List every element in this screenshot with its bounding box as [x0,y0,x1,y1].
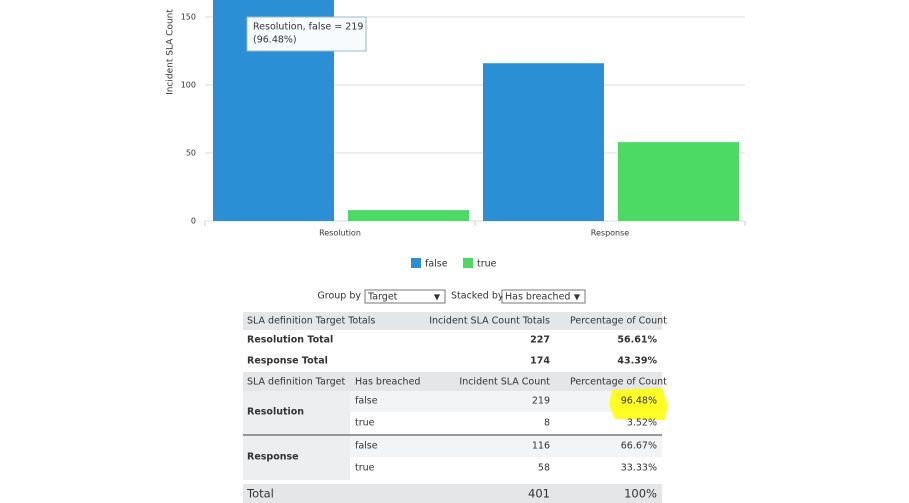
x-tick-label: Resolution [319,229,361,238]
controls: Group by Target ▼ Stacked by Has breache… [317,289,586,304]
header-bg [243,312,662,330]
cell: 33.33% [621,463,657,474]
group-select[interactable] [364,289,446,304]
cell: false [355,396,378,407]
cell: Response Total [247,356,328,367]
y-tick-label: 100 [181,81,196,90]
cell: Response [247,452,299,463]
cell: 401 [528,487,550,501]
cell: Percentage of Count [570,316,667,327]
group-bg [243,436,350,480]
cell: 56.61% [617,335,657,346]
legend-swatch [411,258,421,268]
cell: 58 [538,463,550,474]
cell: Resolution [247,407,304,418]
table: SLA definition Target Totals Incident SLA… [243,312,668,503]
tooltip-box [246,16,367,52]
y-axis-label: Incident SLA Count [166,9,176,95]
total-bg [243,484,662,503]
bar [483,63,604,221]
highlight [609,388,668,420]
cell: true [355,418,375,429]
cell: 227 [530,335,550,346]
cell: 3.52% [627,418,657,429]
bar [348,210,469,221]
cell: true [355,463,375,474]
cell: false [355,441,378,452]
bar [618,142,739,221]
cell: 174 [530,356,550,367]
tooltip-percent: (96.48%) [253,35,297,46]
chart: 050100150200250ResolutionResponsefalsetr… [181,0,745,270]
tooltip: Resolution, false = 219 (96.48%) [246,16,367,52]
legend-label: true [477,259,497,270]
cell: 66.67% [621,441,657,452]
cell: 8 [544,418,550,429]
cell: 43.39% [617,356,657,367]
cell: 219 [532,396,550,407]
tooltip-text: Resolution, false = 219 [253,22,363,33]
row-bg [350,436,662,457]
y-tick-label: 150 [181,13,196,22]
stack-select[interactable] [501,289,586,304]
cell: 96.48% [621,396,657,407]
stack-label: Stacked by [451,291,504,302]
row-bg [350,391,662,412]
dropdown-arrow: ▼ [434,293,441,302]
legend-swatch [463,258,473,268]
group-value: Target [367,292,398,303]
y-tick-label: 50 [186,149,196,158]
header-bg [243,372,662,391]
cell: Total [246,487,274,501]
group-bg [243,391,350,435]
y-tick-label: 0 [191,217,196,226]
x-tick-label: Response [591,229,630,238]
cell: Percentage of Count [570,377,667,388]
cell: Has breached [355,377,420,388]
group-label: Group by [317,291,361,302]
cell: 116 [532,441,550,452]
stack-value: Has breached [505,292,570,303]
cell: SLA definition Target [247,377,345,388]
cell: Incident SLA Count Totals [429,316,550,327]
cell: Resolution Total [247,335,333,346]
dropdown-arrow: ▼ [574,293,581,302]
cell: SLA definition Target Totals [247,316,375,327]
cell: Incident SLA Count [459,377,550,388]
cell: 100% [624,487,657,501]
legend-label: false [425,259,448,270]
